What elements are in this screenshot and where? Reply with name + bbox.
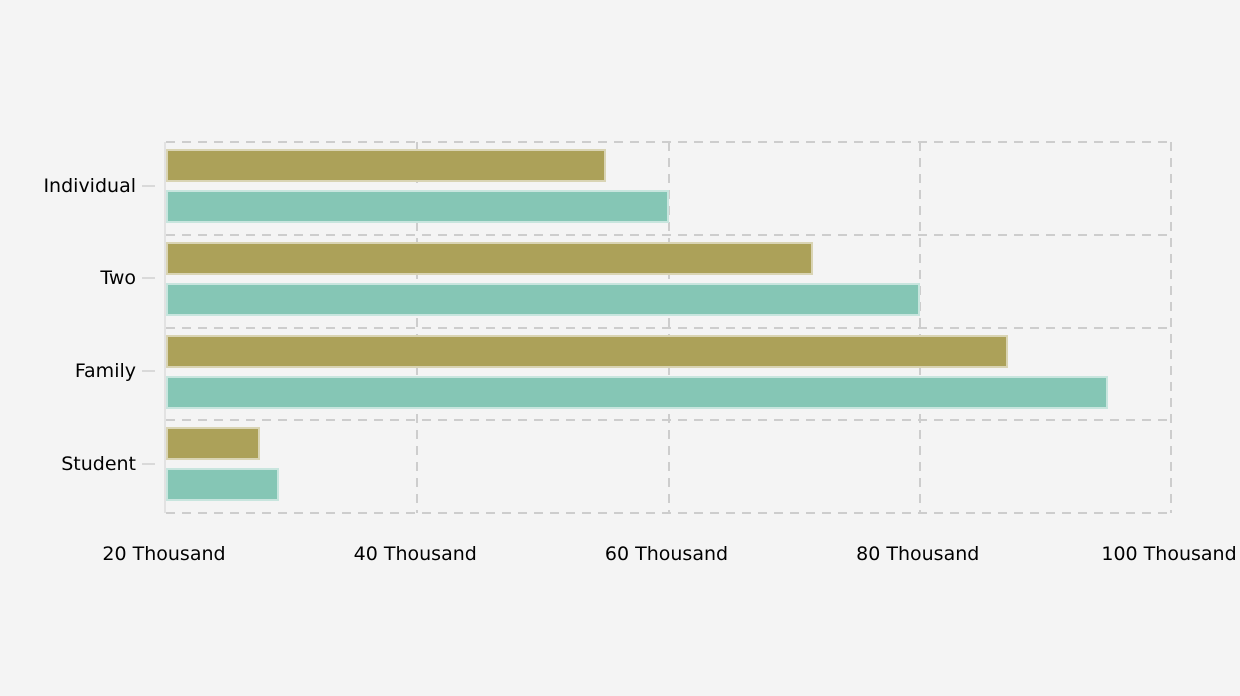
bar-two-series-1 [166,241,813,275]
bar-family-series-2 [166,375,1109,409]
gridline-vertical [1170,142,1172,513]
category-row-family [166,328,1171,421]
bar-individual-series-2 [166,190,669,223]
bar-individual-series-1 [166,149,606,182]
x-tick-label: 60 Thousand [604,543,729,565]
y-tick-label: Individual [43,174,136,197]
y-tick [142,370,155,372]
y-tick-label: Two [100,267,136,290]
x-tick-label: 40 Thousand [353,543,477,565]
category-row-student [166,420,1171,513]
bar-family-series-1 [166,334,1008,368]
y-tick [142,462,155,465]
y-tick [142,184,155,187]
y-tick [142,277,155,280]
bar-student-series-1 [166,427,261,461]
gridline-vertical [918,142,921,513]
y-tick-label: Family [74,360,136,382]
gridline-vertical [416,142,419,513]
plot-area [164,141,1172,514]
gridline-vertical [667,142,670,513]
x-tick-label: 20 Thousand [102,543,226,565]
x-tick-label: 80 Thousand [856,543,980,565]
category-row-individual [166,142,1171,235]
gridline-horizontal [166,512,1171,514]
bar-two-series-2 [166,282,920,316]
x-tick-label: 100 Thousand [1101,543,1237,565]
y-tick-label: Student [61,452,136,475]
bar-student-series-2 [166,468,280,502]
category-row-two [166,235,1171,328]
